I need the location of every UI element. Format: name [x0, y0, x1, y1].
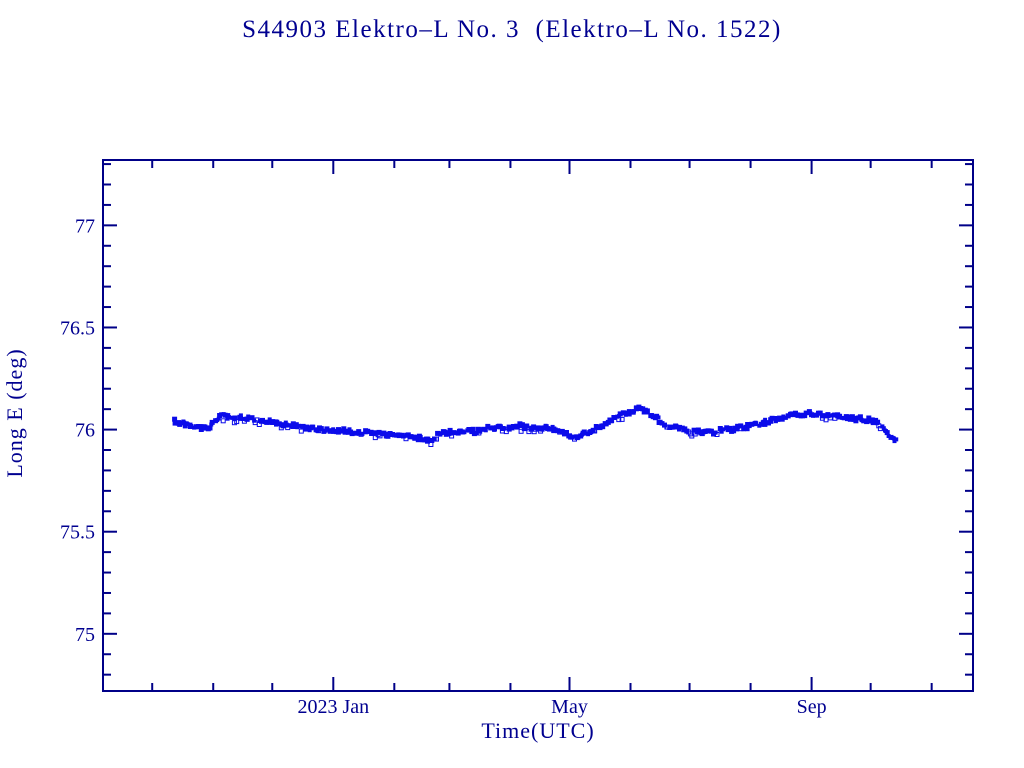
y-tick-label: 76.5: [60, 317, 95, 339]
x-tick-label: May: [551, 696, 588, 718]
x-tick-label: 2023 Jan: [297, 696, 369, 718]
x-tick-label: Sep: [797, 696, 827, 718]
chart-title: S44903 Elektro–L No. 3 (Elektro–L No. 15…: [242, 16, 782, 43]
axis-ticks: [104, 161, 972, 690]
axis-tick-labels: 75 75.5 76 76.5 77 2023 Jan May Sep: [60, 215, 827, 718]
y-tick-label: 75: [75, 624, 95, 646]
y-tick-label: 76: [75, 420, 95, 442]
y-tick-label: 75.5: [60, 522, 95, 544]
x-axis-label: Time(UTC): [481, 718, 595, 743]
axes-frame: [102, 159, 974, 692]
data-series-points: [172, 404, 899, 447]
y-tick-label: 77: [75, 215, 95, 237]
